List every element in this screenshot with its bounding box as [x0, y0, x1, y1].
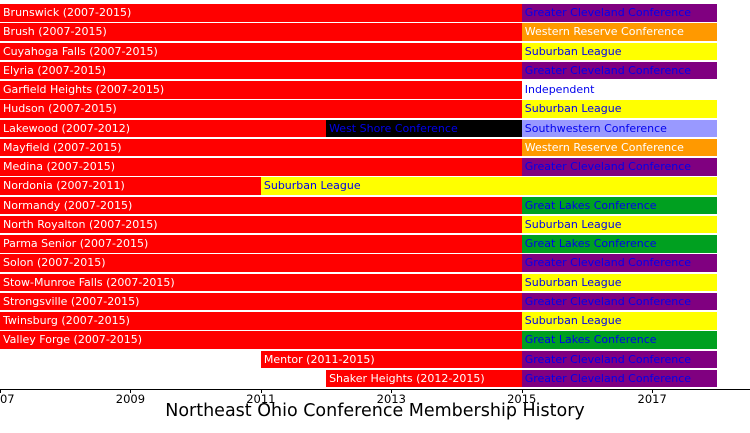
chart-title: Northeast Ohio Conference Membership His… [165, 401, 585, 421]
timeline-bar: Mayfield (2007-2015) [0, 138, 522, 157]
bar-label: Brush (2007-2015) [3, 25, 107, 39]
timeline-bar: Solon (2007-2015) [0, 254, 522, 272]
x-tick-mark [260, 389, 262, 393]
timeline-bar: Garfield Heights (2007-2015) [0, 81, 522, 99]
timeline-bar: Medina (2007-2015) [0, 158, 522, 176]
bar-label: Greater Cleveland Conference [524, 294, 692, 308]
timeline-bar: Greater Cleveland Conference [521, 292, 718, 311]
timeline-bar: Great Lakes Conference [521, 196, 718, 214]
timeline-bar: Lakewood (2007-2012) [0, 119, 327, 137]
timeline-bar: Valley Forge (2007-2015) [0, 331, 522, 349]
timeline-bar: Greater Cleveland Conference [521, 4, 718, 22]
timeline-bar: Western Reserve Conference [521, 23, 718, 41]
x-tick-label: 2011 [246, 392, 276, 406]
timeline-bar: North Royalton (2007-2015) [0, 215, 522, 234]
bar-label: Suburban League [524, 275, 622, 289]
bar-label: Elyria (2007-2015) [3, 63, 106, 77]
timeline-bar: Greater Cleveland Conference [521, 158, 718, 176]
bar-label: Solon (2007-2015) [3, 256, 106, 270]
timeline-bar: Stow-Munroe Falls (2007-2015) [0, 273, 522, 291]
x-tick-label: 2007 [0, 392, 15, 406]
timeline-bar: Hudson (2007-2015) [0, 100, 522, 118]
bar-label: Greater Cleveland Conference [524, 256, 692, 270]
bar-label: Greater Cleveland Conference [524, 160, 692, 173]
timeline-bar: Parma Senior (2007-2015) [0, 235, 522, 253]
timeline-bar: Greater Cleveland Conference [521, 369, 718, 388]
bar-label: Garfield Heights (2007-2015) [3, 83, 165, 96]
timeline-bar: Normandy (2007-2015) [0, 196, 522, 214]
bar-label: Western Reserve Conference [524, 140, 684, 154]
bar-label: North Royalton (2007-2015) [3, 217, 158, 231]
timeline-bar: Great Lakes Conference [521, 331, 718, 349]
x-tick-mark [0, 389, 1, 393]
timeline-bar: Cuyahoga Falls (2007-2015) [0, 42, 522, 60]
x-tick-mark [130, 389, 132, 393]
x-tick-mark [391, 389, 393, 393]
plot-area: Brunswick (2007-2015) Greater Cleveland C… [0, 4, 718, 388]
timeline-bar: West Shore Conference [326, 119, 522, 137]
bar-label: Great Lakes Conference [524, 198, 657, 212]
timeline-bar: Mentor (2011-2015) [260, 350, 522, 368]
bar-label: Twinsburg (2007-2015) [3, 314, 130, 327]
timeline-bar: Brunswick (2007-2015) [0, 4, 522, 22]
bar-label: Southwestern Conference [524, 121, 667, 135]
bar-label: Suburban League [524, 314, 622, 327]
bar-label: Stow-Munroe Falls (2007-2015) [3, 275, 175, 289]
timeline-bar: Strongsville (2007-2015) [0, 292, 522, 311]
bar-label: Medina (2007-2015) [3, 160, 116, 173]
bar-label: Normandy (2007-2015) [3, 198, 133, 212]
timeline-bar: Elyria (2007-2015) [0, 61, 522, 80]
timeline-bar: Great Lakes Conference [521, 235, 718, 253]
timeline-bar: Nordonia (2007-2011) [0, 177, 261, 195]
timeline-bar: Suburban League [521, 42, 718, 60]
timeline-bar: Brush (2007-2015) [0, 23, 522, 41]
bar-label: Greater Cleveland Conference [524, 352, 692, 366]
bar-label: Suburban League [524, 217, 622, 231]
x-tick-label: 2009 [115, 392, 146, 406]
bar-label: Valley Forge (2007-2015) [3, 333, 143, 347]
timeline-bar: Shaker Heights (2012-2015) [326, 369, 522, 388]
timeline-bar: Suburban League [521, 273, 718, 291]
bar-label: Mayfield (2007-2015) [3, 140, 122, 154]
timeline-bar: Independent [521, 81, 718, 99]
timeline-bar: Greater Cleveland Conference [521, 254, 718, 272]
timeline-bar: Southwestern Conference [521, 119, 718, 137]
bar-label: Western Reserve Conference [524, 25, 684, 39]
bar-label: Nordonia (2007-2011) [3, 179, 125, 193]
x-tick-label: 2013 [376, 392, 406, 406]
x-tick-mark [652, 389, 654, 393]
x-tick-mark [521, 389, 523, 393]
bar-label: Strongsville (2007-2015) [3, 294, 140, 308]
bar-label: Great Lakes Conference [524, 333, 657, 347]
bar-label: Brunswick (2007-2015) [3, 6, 132, 19]
bar-label: Suburban League [524, 44, 622, 58]
bar-label: Independent [524, 83, 595, 96]
bar-label: Greater Cleveland Conference [524, 6, 692, 19]
bar-label: Shaker Heights (2012-2015) [329, 371, 485, 385]
timeline-bar: Greater Cleveland Conference [521, 350, 718, 368]
bar-label: Greater Cleveland Conference [524, 371, 692, 385]
bar-label: Suburban League [524, 102, 622, 116]
bar-label: Great Lakes Conference [524, 237, 657, 250]
bar-label: Greater Cleveland Conference [524, 63, 692, 77]
timeline-bar: Suburban League [260, 177, 718, 195]
bar-label: Mentor (2011-2015) [263, 352, 375, 366]
x-tick-label: 2017 [637, 392, 667, 406]
timeline-bar: Suburban League [521, 215, 718, 234]
bar-label: Cuyahoga Falls (2007-2015) [3, 44, 158, 58]
x-tick-label: 2015 [507, 392, 537, 406]
timeline-bar: Western Reserve Conference [521, 138, 718, 157]
x-axis-line [0, 389, 750, 390]
bar-label: West Shore Conference [329, 121, 458, 135]
bar-label: Parma Senior (2007-2015) [3, 237, 149, 250]
bar-label: Hudson (2007-2015) [3, 102, 117, 116]
timeline-bar: Twinsburg (2007-2015) [0, 312, 522, 330]
bar-label: Suburban League [263, 179, 361, 193]
timeline-bar: Suburban League [521, 100, 718, 118]
bar-label: Lakewood (2007-2012) [3, 121, 131, 135]
timeline-bar: Greater Cleveland Conference [521, 61, 718, 80]
timeline-bar: Suburban League [521, 312, 718, 330]
